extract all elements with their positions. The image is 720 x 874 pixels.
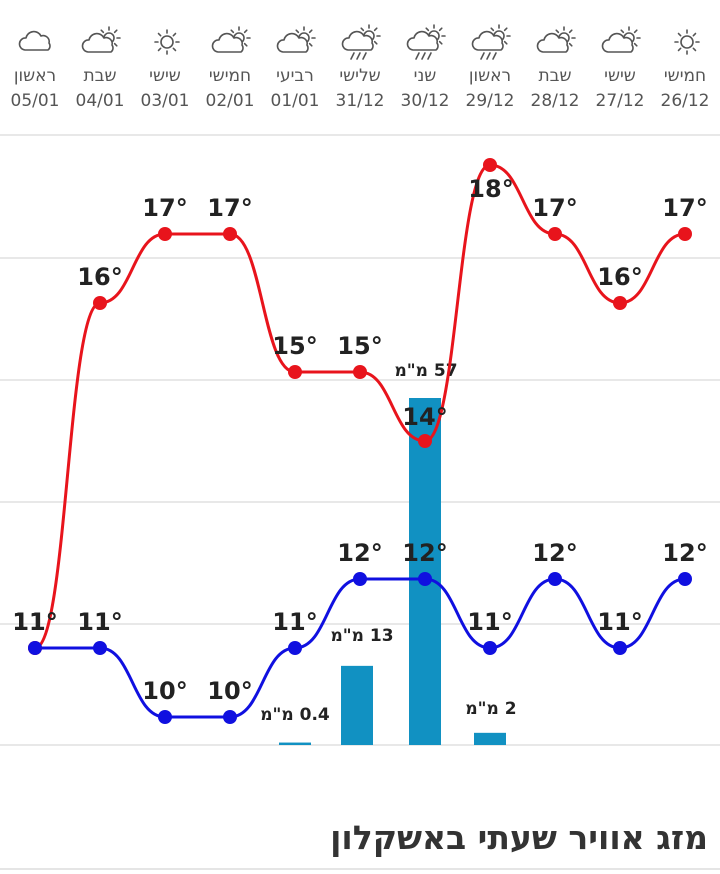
low-temp-label: 11° (597, 608, 642, 636)
high-temp-point (223, 227, 237, 241)
day-header: ראשון 05/01 שבת 04/01 שישי 03/01 חמישי 02/01 רבי… (11, 24, 710, 111)
day-name: שלישי (339, 66, 380, 86)
low-temp-label: 12° (402, 539, 447, 567)
day-name: שישי (149, 66, 181, 86)
low-temp-label: 12° (337, 539, 382, 567)
day-date: 26/12 (661, 91, 710, 111)
low-temp-point (28, 641, 42, 655)
high-temp-label: 17° (207, 194, 252, 222)
low-temp-label: 11° (272, 608, 317, 636)
high-temp-label: 16° (77, 263, 122, 291)
day-name: חמישי (664, 66, 706, 86)
high-temp-label: 11° (12, 608, 57, 636)
day-date: 02/01 (206, 91, 255, 111)
partly-cloudy-icon (211, 26, 251, 53)
high-temp-point (353, 365, 367, 379)
low-temp-point (93, 641, 107, 655)
low-temp-point (288, 641, 302, 655)
day-date: 28/12 (531, 91, 580, 111)
high-temp-label: 17° (142, 194, 187, 222)
page-title: מזג אוויר שעתי באשקלון (330, 818, 708, 857)
rain-sun-icon (471, 24, 511, 60)
low-temp-label: 11° (467, 608, 512, 636)
high-temp-point (418, 434, 432, 448)
low-temp-point (678, 572, 692, 586)
day-name: שבת (83, 66, 116, 86)
rain-label: 57 מ"מ (394, 361, 457, 381)
rain-bar (279, 742, 311, 745)
low-temp-point (548, 572, 562, 586)
day-date: 05/01 (11, 91, 60, 111)
low-temp-point (353, 572, 367, 586)
rain-label: 0.4 מ"מ (260, 705, 330, 725)
high-temp-label: 17° (532, 194, 577, 222)
day-date: 03/01 (141, 91, 190, 111)
day-name: ראשון (14, 66, 56, 86)
day-date: 04/01 (76, 91, 125, 111)
high-temp-point (678, 227, 692, 241)
temperature-labels: 11° 16° 17° 17° 15° 15° 14° 18° 17° 16° 17° 11° 11° 1… (12, 175, 707, 705)
rain-bar (341, 665, 373, 745)
rain-bars: 0.4 מ"מ 13 מ"מ 57 מ"מ 2 מ"מ (260, 361, 517, 745)
low-temp-label: 10° (207, 677, 252, 705)
sun-icon (674, 29, 700, 55)
low-temp-label: 12° (532, 539, 577, 567)
day-name: שני (414, 66, 437, 86)
grid-lines (0, 134, 720, 746)
low-temp-label: 12° (662, 539, 707, 567)
day-date: 30/12 (401, 91, 450, 111)
high-temp-label: 15° (337, 332, 382, 360)
high-temp-label: 16° (597, 263, 642, 291)
day-date: 27/12 (596, 91, 645, 111)
bottom-divider (0, 868, 720, 870)
high-temp-label: 17° (662, 194, 707, 222)
low-temp-point (483, 641, 497, 655)
high-temp-point (548, 227, 562, 241)
partly-cloudy-icon (601, 26, 641, 53)
partly-cloudy-icon (536, 26, 576, 53)
high-temp-point (93, 296, 107, 310)
high-temp-point (158, 227, 172, 241)
low-temp-label: 11° (12, 608, 57, 636)
rain-bar (474, 732, 506, 745)
day-date: 01/01 (271, 91, 320, 111)
high-temp-point (288, 365, 302, 379)
low-temp-point (223, 710, 237, 724)
partly-cloudy-icon (81, 26, 121, 53)
day-name: חמישי (209, 66, 251, 86)
rain-sun-icon (341, 24, 381, 60)
day-name: שישי (604, 66, 636, 86)
day-name: ראשון (469, 66, 511, 86)
rain-label: 2 מ"מ (465, 699, 516, 719)
low-temp-point (613, 641, 627, 655)
day-name: רביעי (276, 66, 314, 86)
low-temp-point (158, 710, 172, 724)
day-name: שבת (538, 66, 571, 86)
day-date: 31/12 (336, 91, 385, 111)
high-temp-point (483, 158, 497, 172)
temperature-points (28, 158, 692, 724)
high-temp-point (613, 296, 627, 310)
low-temp-point (418, 572, 432, 586)
low-temp-label: 11° (77, 608, 122, 636)
rain-bar (409, 398, 441, 745)
partly-cloudy-icon (276, 26, 316, 53)
rain-label: 13 מ"מ (330, 626, 393, 646)
high-temp-label: 18° (468, 175, 513, 203)
low-temp-label: 10° (142, 677, 187, 705)
day-date: 29/12 (466, 91, 515, 111)
cloud-icon (18, 30, 51, 51)
rain-sun-icon (406, 24, 446, 60)
high-temp-label: 14° (402, 403, 447, 431)
high-temp-label: 15° (272, 332, 317, 360)
sun-icon (154, 29, 180, 55)
